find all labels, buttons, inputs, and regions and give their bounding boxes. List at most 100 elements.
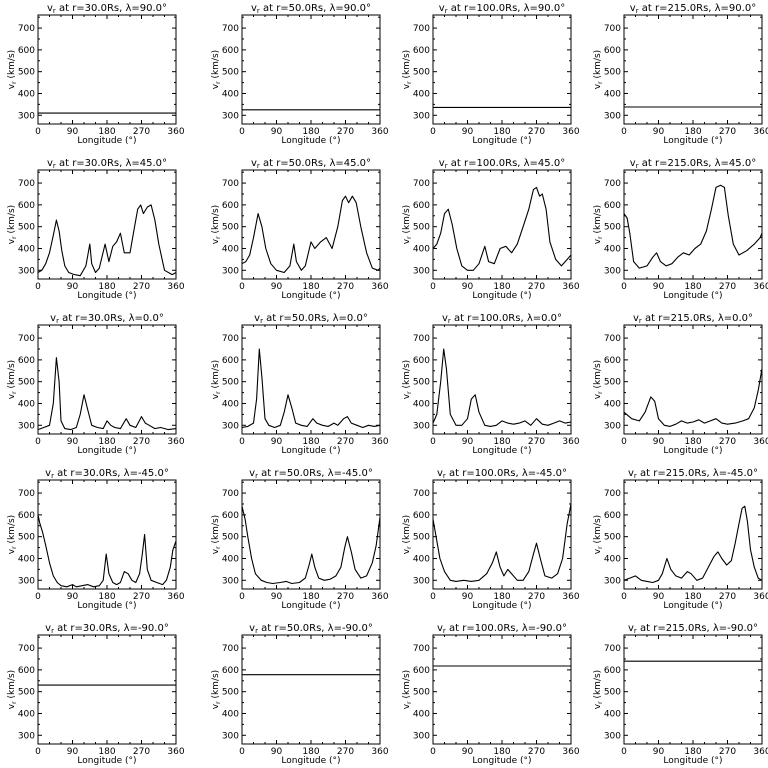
plot-frame <box>37 634 177 745</box>
y-axis-label: vr (km/s) <box>593 205 604 244</box>
panel-title: vr at r=100.0Rs, λ=-90.0° <box>437 623 567 635</box>
panel-title: vr at r=215.0Rs, λ=0.0° <box>633 313 753 325</box>
panel-title: vr at r=100.0Rs, λ=-45.0° <box>437 468 567 480</box>
y-tick-label: 300 <box>413 731 430 741</box>
y-tick-label: 600 <box>413 46 430 56</box>
plot-frame <box>623 634 763 745</box>
y-axis-label: vr (km/s) <box>7 50 18 89</box>
y-tick-label: 700 <box>222 179 239 189</box>
y-tick-label: 400 <box>413 709 430 719</box>
plot-frame <box>241 479 381 590</box>
plot-frame <box>241 324 381 435</box>
y-tick-label: 400 <box>18 399 35 409</box>
x-axis-label: Longitude (°) <box>281 136 340 146</box>
y-tick-label: 300 <box>222 576 239 586</box>
panel-10: 0 90 180 270 360 300 400 500 600 700 vr at r=50.0R… <box>211 313 389 456</box>
y-axis-label: vr (km/s) <box>211 50 222 89</box>
x-tick-label: 180 <box>98 437 115 447</box>
x-tick-label: 90 <box>67 747 79 757</box>
x-tick-label: 270 <box>337 127 354 137</box>
plot-frame <box>432 324 572 435</box>
y-tick-label: 600 <box>222 201 239 211</box>
x-tick-label: 360 <box>562 437 579 447</box>
y-tick-label: 400 <box>18 554 35 564</box>
y-tick-label: 600 <box>413 511 430 521</box>
x-tick-label: 270 <box>133 437 150 447</box>
y-tick-label: 700 <box>604 334 621 344</box>
panel-title: vr at r=30.0Rs, λ=45.0° <box>47 158 167 170</box>
x-tick-label: 180 <box>302 282 319 292</box>
plot-frame <box>432 634 572 745</box>
y-axis-label: vr (km/s) <box>211 205 222 244</box>
x-tick-label: 180 <box>493 747 510 757</box>
x-tick-label: 360 <box>753 282 768 292</box>
x-tick-label: 270 <box>133 282 150 292</box>
y-tick-label: 500 <box>604 223 621 233</box>
x-tick-label: 180 <box>684 282 701 292</box>
y-tick-label: 300 <box>222 731 239 741</box>
y-tick-label: 500 <box>222 378 239 388</box>
series-line <box>432 503 572 582</box>
plot-frame <box>241 14 381 125</box>
panel-title: vr at r=215.0Rs, λ=-45.0° <box>628 468 758 480</box>
y-tick-label: 400 <box>18 244 35 254</box>
panel-6: 0 90 180 270 360 300 400 500 600 700 vr at r=50.0R… <box>211 158 389 301</box>
x-axis-label: Longitude (°) <box>281 601 340 611</box>
y-tick-label: 500 <box>413 378 430 388</box>
y-tick-label: 600 <box>413 356 430 366</box>
x-axis-label: Longitude (°) <box>281 756 340 766</box>
y-tick-label: 500 <box>413 68 430 78</box>
x-tick-label: 180 <box>493 437 510 447</box>
plot-frame <box>623 324 763 435</box>
y-tick-label: 500 <box>18 68 35 78</box>
y-tick-label: 500 <box>222 223 239 233</box>
panel-14: 0 90 180 270 360 300 400 500 600 700 vr at r=50.0R… <box>211 468 389 611</box>
x-tick-label: 0 <box>430 747 436 757</box>
y-tick-label: 300 <box>604 111 621 121</box>
y-tick-label: 700 <box>604 179 621 189</box>
y-axis-label: vr (km/s) <box>402 205 413 244</box>
panel-5: 0 90 180 270 360 300 400 500 600 700 vr at r=30.0R… <box>7 158 185 301</box>
series-line <box>241 348 381 429</box>
panel-8: 0 90 180 270 360 300 400 500 600 700 vr at r=215.0… <box>593 158 768 301</box>
y-tick-label: 400 <box>604 244 621 254</box>
series-line <box>37 204 177 277</box>
x-tick-label: 180 <box>98 747 115 757</box>
y-tick-label: 700 <box>413 334 430 344</box>
series-line <box>623 184 763 269</box>
x-tick-label: 270 <box>337 282 354 292</box>
y-tick-label: 400 <box>413 244 430 254</box>
plot-frame <box>623 169 763 280</box>
panel-13: 0 90 180 270 360 300 400 500 600 700 vr at r=30.0R… <box>7 468 185 611</box>
y-axis-label: vr (km/s) <box>593 515 604 554</box>
panel-title: vr at r=30.0Rs, λ=-90.0° <box>45 623 169 635</box>
y-tick-label: 300 <box>222 111 239 121</box>
y-tick-label: 600 <box>18 201 35 211</box>
y-tick-label: 300 <box>18 111 35 121</box>
series-line <box>241 506 381 585</box>
x-tick-label: 0 <box>239 592 245 602</box>
y-tick-label: 600 <box>604 511 621 521</box>
y-tick-label: 300 <box>18 266 35 276</box>
x-tick-label: 270 <box>719 127 736 137</box>
y-tick-label: 400 <box>604 709 621 719</box>
y-tick-label: 600 <box>18 46 35 56</box>
x-axis-label: Longitude (°) <box>77 446 136 456</box>
x-tick-label: 270 <box>133 127 150 137</box>
x-axis-label: Longitude (°) <box>663 136 722 146</box>
x-tick-label: 90 <box>67 127 79 137</box>
y-axis-label: vr (km/s) <box>593 670 604 709</box>
x-tick-label: 0 <box>239 127 245 137</box>
x-tick-label: 90 <box>653 282 665 292</box>
x-tick-label: 0 <box>430 127 436 137</box>
y-tick-label: 400 <box>413 554 430 564</box>
x-tick-label: 360 <box>371 592 388 602</box>
y-axis-label: vr (km/s) <box>211 360 222 399</box>
x-tick-label: 90 <box>462 592 474 602</box>
series-line <box>37 514 177 588</box>
x-tick-label: 360 <box>753 437 768 447</box>
x-tick-label: 270 <box>133 747 150 757</box>
x-tick-label: 0 <box>239 747 245 757</box>
x-axis-label: Longitude (°) <box>663 291 722 301</box>
panel-title: vr at r=30.0Rs, λ=-45.0° <box>45 468 169 480</box>
